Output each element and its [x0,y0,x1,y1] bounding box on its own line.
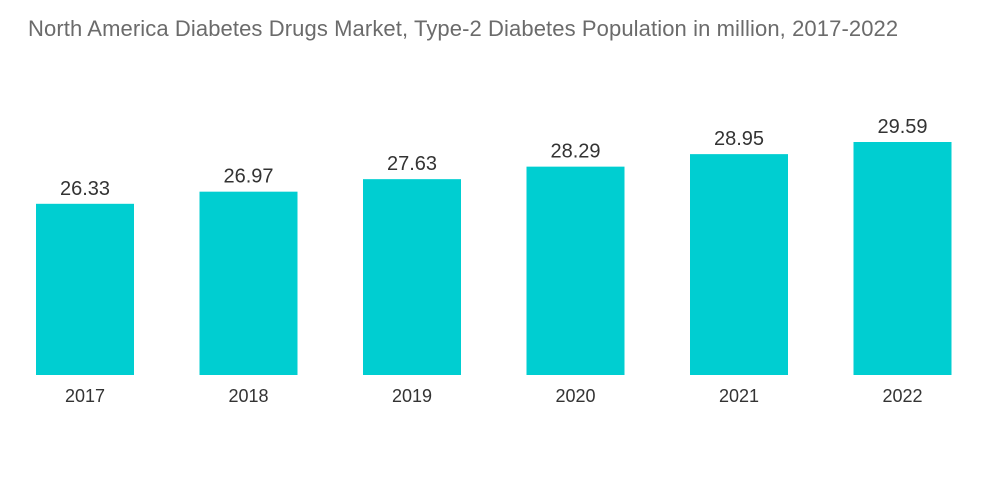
ticks-layer: 2017 2018 2019 2020 2021 2022 [65,386,923,406]
data-label-2019: 27.63 [387,153,437,175]
labels-layer: 26.33 26.97 27.63 28.29 28.95 29.59 [60,116,928,200]
bar-2018 [199,191,298,375]
data-label-2017: 26.33 [60,178,110,200]
data-label-2022: 29.59 [877,116,927,138]
data-label-2018: 26.97 [223,166,273,188]
x-tick-label-2018: 2018 [228,386,268,406]
x-tick-label-2019: 2019 [392,386,432,406]
x-tick-label-2020: 2020 [555,386,595,406]
chart-title: North America Diabetes Drugs Market, Typ… [28,16,899,41]
data-label-2021: 28.95 [714,128,764,150]
bar-2022 [853,142,952,375]
x-tick-label-2021: 2021 [719,386,759,406]
bar-2017 [36,203,134,375]
x-tick-label-2017: 2017 [65,386,105,406]
data-label-2020: 28.29 [550,141,600,163]
x-tick-label-2022: 2022 [882,386,922,406]
bar-2019 [363,179,461,375]
bar-2020 [526,166,625,375]
bar-2021 [690,154,788,375]
bars-layer [36,142,952,375]
